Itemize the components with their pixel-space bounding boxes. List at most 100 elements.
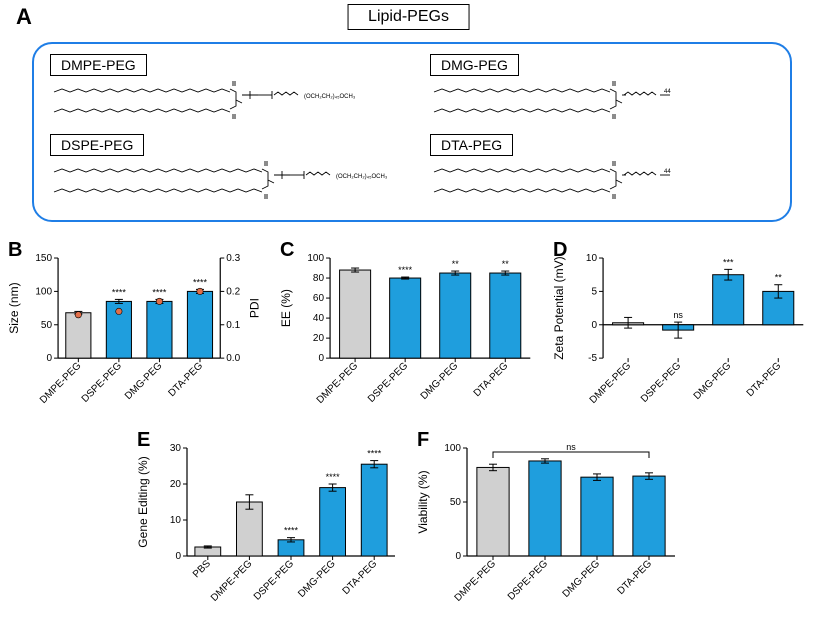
svg-text:DMG-PEG: DMG-PEG xyxy=(419,360,461,402)
svg-text:44: 44 xyxy=(664,169,671,175)
svg-text:DTA-PEG: DTA-PEG xyxy=(166,360,205,399)
chart-C: C020406080100EE (%)DMPE-PEG****DSPE-PEG*… xyxy=(272,238,544,428)
svg-text:44: 44 xyxy=(664,89,671,95)
charts-row-BCD: B050100150Size (nm)0.00.10.20.3PDIDMPE-P… xyxy=(0,238,817,428)
svg-text:PBS: PBS xyxy=(190,558,212,580)
svg-text:DSPE-PEG: DSPE-PEG xyxy=(639,360,683,404)
struct-drawing: (OCH₂CH₂)₄₅OCH₃ xyxy=(50,78,410,132)
svg-text:DMPE-PEG: DMPE-PEG xyxy=(587,360,633,406)
svg-text:B: B xyxy=(8,239,22,261)
svg-text:DMG-PEG: DMG-PEG xyxy=(296,558,338,600)
svg-text:DTA-PEG: DTA-PEG xyxy=(340,558,379,597)
svg-text:C: C xyxy=(280,239,294,261)
svg-text:0.1: 0.1 xyxy=(226,320,240,331)
svg-text:DTA-PEG: DTA-PEG xyxy=(744,360,783,399)
svg-text:DMPE-PEG: DMPE-PEG xyxy=(38,360,84,406)
svg-text:0: 0 xyxy=(591,320,597,331)
svg-text:DMG-PEG: DMG-PEG xyxy=(560,558,602,600)
svg-text:ns: ns xyxy=(566,442,576,452)
svg-text:50: 50 xyxy=(449,497,461,508)
svg-text:80: 80 xyxy=(313,273,325,284)
chart-E-slot: E 0 10 20 30 Gene Editing (%) PBSDMPE-PEG **** D… xyxy=(129,428,409,626)
svg-text:0.2: 0.2 xyxy=(226,286,240,297)
svg-text:****: **** xyxy=(325,472,340,482)
svg-text:(OCH₂CH₂)₄₅OCH₃: (OCH₂CH₂)₄₅OCH₃ xyxy=(336,174,388,180)
svg-text:150: 150 xyxy=(35,253,52,264)
charts-row-EF: E0102030Gene Editing (%)PBSDMPE-PEG****D… xyxy=(0,428,817,626)
svg-text:Zeta Potential (mV): Zeta Potential (mV) xyxy=(552,256,566,359)
struct-DMG-PEG: DMG-PEG 44 xyxy=(430,54,790,132)
svg-text:20: 20 xyxy=(169,479,181,490)
chart-F: F 0 50 100 Viability (%) DMPE-PEGDSPE-PEG DMG-… xyxy=(409,428,689,626)
chart-D-slot: D-50510Zeta Potential (mV)DMPE-PEGnsDSPE… xyxy=(545,238,817,428)
svg-text:100: 100 xyxy=(444,443,461,454)
panel-letter-A: A xyxy=(16,4,32,30)
svg-text:10: 10 xyxy=(586,253,598,264)
svg-text:DMPE-PEG: DMPE-PEG xyxy=(315,360,361,406)
svg-text:PDI: PDI xyxy=(247,298,261,318)
svg-text:DMPE-PEG: DMPE-PEG xyxy=(209,558,255,604)
svg-text:ns: ns xyxy=(673,310,683,320)
svg-text:DTA-PEG: DTA-PEG xyxy=(615,558,654,597)
svg-text:100: 100 xyxy=(308,253,325,264)
svg-text:5: 5 xyxy=(591,286,597,297)
struct-DMPE-PEG: DMPE-PEG (OCH₂CH₂)₄₅OCH₃ xyxy=(50,54,410,132)
svg-text:-5: -5 xyxy=(588,353,597,364)
struct-label: DTA-PEG xyxy=(430,134,513,156)
svg-text:DTA-PEG: DTA-PEG xyxy=(472,360,511,399)
struct-DSPE-PEG: DSPE-PEG (OCH₂CH₂)₄₅OCH₃ xyxy=(50,134,410,212)
struct-drawing: 44 xyxy=(430,78,790,132)
chart-B-slot: B 0 50 100 150 Size (nm) 0.0 0.1 0.2 0.3 PDI DMPE-P… xyxy=(0,238,272,428)
chart-C-slot: C020406080100EE (%)DMPE-PEG****DSPE-PEG*… xyxy=(272,238,544,428)
struct-label: DMG-PEG xyxy=(430,54,519,76)
svg-text:50: 50 xyxy=(41,320,53,331)
chart-E: E 0 10 20 30 Gene Editing (%) PBSDMPE-PEG **** D… xyxy=(129,428,409,626)
svg-text:DSPE-PEG: DSPE-PEG xyxy=(505,558,549,602)
svg-text:**: ** xyxy=(452,259,460,269)
svg-text:E: E xyxy=(137,429,150,451)
svg-text:0.0: 0.0 xyxy=(226,353,240,364)
svg-text:0.3: 0.3 xyxy=(226,253,240,264)
svg-text:0: 0 xyxy=(46,353,52,364)
chart-F-slot: F 0 50 100 Viability (%) DMPE-PEGDSPE-PEG DMG-… xyxy=(409,428,689,626)
svg-text:DSPE-PEG: DSPE-PEG xyxy=(251,558,295,602)
struct-drawing: 44 xyxy=(430,158,790,212)
svg-text:DMG-PEG: DMG-PEG xyxy=(123,360,165,402)
svg-text:****: **** xyxy=(193,277,208,287)
svg-text:****: **** xyxy=(112,287,127,297)
svg-text:EE (%): EE (%) xyxy=(279,289,293,327)
svg-text:30: 30 xyxy=(169,443,181,454)
svg-text:**: ** xyxy=(502,259,510,269)
svg-text:****: **** xyxy=(367,449,382,459)
chart-D: D-50510Zeta Potential (mV)DMPE-PEGnsDSPE… xyxy=(545,238,817,428)
svg-text:Gene Editing (%): Gene Editing (%) xyxy=(136,456,150,547)
svg-text:****: **** xyxy=(152,287,167,297)
svg-text:0: 0 xyxy=(319,353,325,364)
svg-text:DSPE-PEG: DSPE-PEG xyxy=(80,360,124,404)
struct-DTA-PEG: DTA-PEG 44 xyxy=(430,134,790,212)
svg-text:****: **** xyxy=(398,265,413,275)
svg-text:Size (nm): Size (nm) xyxy=(7,282,21,333)
svg-text:DMG-PEG: DMG-PEG xyxy=(691,360,733,402)
panelA-title: Lipid-PEGs xyxy=(347,4,470,30)
struct-drawing: (OCH₂CH₂)₄₅OCH₃ xyxy=(50,158,410,212)
struct-label: DMPE-PEG xyxy=(50,54,147,76)
figure: A Lipid-PEGs DMPE-PEG (OCH₂CH₂)₄₅OCH₃ DM… xyxy=(0,0,817,626)
svg-text:DSPE-PEG: DSPE-PEG xyxy=(366,360,410,404)
svg-text:0: 0 xyxy=(455,551,461,562)
svg-text:F: F xyxy=(417,429,429,451)
svg-text:0: 0 xyxy=(175,551,181,562)
svg-text:DMPE-PEG: DMPE-PEG xyxy=(452,558,498,604)
svg-text:40: 40 xyxy=(313,313,325,324)
svg-text:60: 60 xyxy=(313,293,325,304)
svg-text:20: 20 xyxy=(313,333,325,344)
svg-text:Viability (%): Viability (%) xyxy=(416,470,430,533)
svg-text:**: ** xyxy=(774,273,782,283)
svg-text:***: *** xyxy=(723,257,734,267)
struct-label: DSPE-PEG xyxy=(50,134,144,156)
svg-text:(OCH₂CH₂)₄₅OCH₃: (OCH₂CH₂)₄₅OCH₃ xyxy=(304,94,356,100)
svg-text:****: **** xyxy=(283,526,298,536)
svg-text:100: 100 xyxy=(35,286,52,297)
svg-text:10: 10 xyxy=(169,515,181,526)
chart-B: B 0 50 100 150 Size (nm) 0.0 0.1 0.2 0.3 PDI DMPE-P… xyxy=(0,238,272,428)
